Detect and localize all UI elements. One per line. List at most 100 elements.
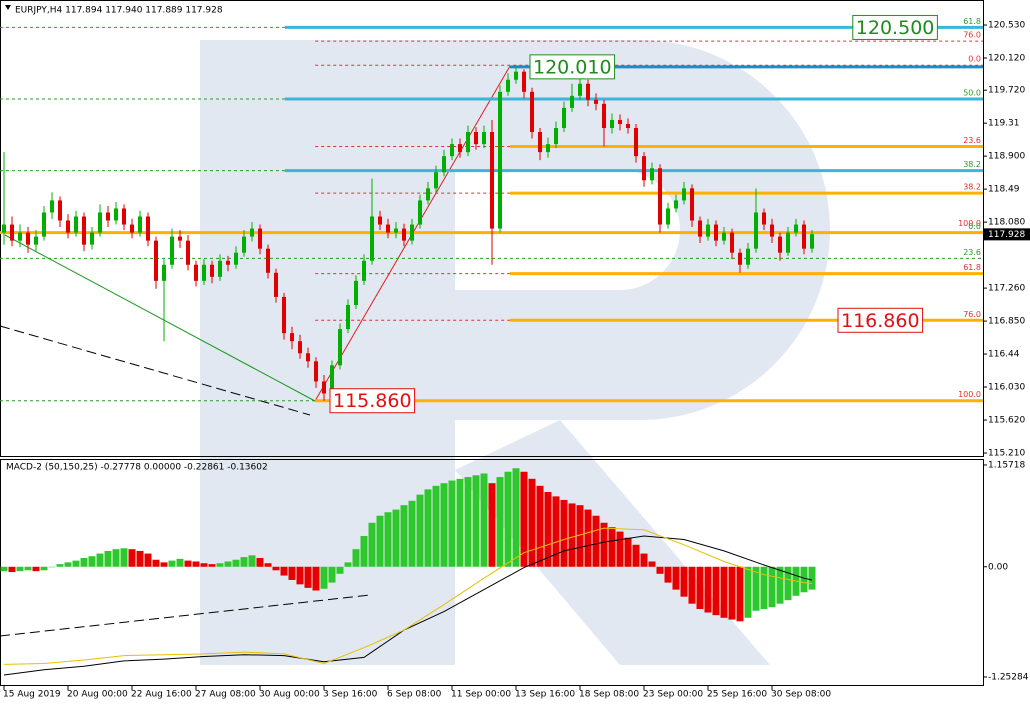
fib-level-label: 76.0	[963, 310, 981, 319]
price-box-label: 115.860	[333, 390, 412, 412]
price-box-label: 120.010	[533, 56, 612, 78]
histogram-bar	[528, 478, 536, 567]
histogram-bar	[688, 566, 696, 604]
histogram-bar	[536, 485, 544, 567]
candle-body	[426, 188, 430, 201]
indicator-header: MACD-2 (50,150,25) -0.27778 0.00000 -0.2…	[6, 463, 268, 473]
panel-frames	[0, 0, 984, 686]
y-tick-label: 116.030	[988, 383, 1025, 393]
histogram-bar	[224, 561, 232, 567]
candle-body	[634, 127, 638, 157]
y-tick-label: 117.260	[988, 284, 1025, 294]
candle-body	[210, 264, 214, 277]
candle-body	[74, 216, 78, 233]
histogram-bar	[376, 515, 384, 567]
histogram-bar	[264, 563, 272, 567]
histogram-bar	[352, 549, 360, 567]
histogram-bar	[64, 562, 72, 567]
candle-body	[658, 168, 662, 225]
y-tick-label: 118.080	[988, 218, 1025, 228]
histogram-bar	[736, 566, 744, 622]
candle-body	[290, 333, 294, 342]
candle-body	[90, 232, 94, 245]
candle-body	[346, 304, 350, 330]
histogram-bar	[480, 473, 488, 567]
candle-body	[282, 296, 286, 334]
candle-body	[130, 224, 134, 233]
last-price-box	[984, 228, 1030, 241]
candle-body	[138, 216, 142, 233]
histogram-bar	[800, 566, 808, 593]
histogram-bar	[280, 566, 288, 576]
x-tick-label: 18 Sep 08:00	[579, 690, 639, 700]
candle-body	[474, 132, 478, 145]
histogram-bar	[48, 566, 56, 568]
histogram-bar	[392, 509, 400, 567]
candle-body	[242, 236, 246, 253]
candle-body	[378, 216, 382, 225]
fib-level-label: 0.0	[968, 55, 981, 64]
candle-body	[418, 200, 422, 225]
histogram-bar	[168, 560, 176, 567]
histogram-bar	[200, 563, 208, 567]
histogram-bar	[56, 564, 64, 567]
x-tick-label: 23 Sep 00:00	[643, 690, 703, 700]
histogram-bar	[504, 471, 512, 567]
histogram-bar	[712, 566, 720, 616]
fib-level-label: 76.0	[963, 31, 981, 40]
candle-body	[442, 156, 446, 173]
candle-body	[274, 272, 278, 297]
candle-body	[642, 156, 646, 181]
fib-level-label: 61.8	[963, 263, 981, 272]
histogram-bar	[176, 558, 184, 567]
candle-body	[66, 220, 70, 233]
histogram-bar	[400, 505, 408, 567]
histogram-bar	[112, 549, 120, 567]
candle-body	[226, 260, 230, 265]
menu-arrow[interactable]	[5, 5, 11, 10]
candle-body	[682, 188, 686, 201]
histogram-bar	[304, 566, 312, 588]
histogram-bar	[776, 566, 784, 604]
candle-body	[50, 200, 54, 213]
candle-body	[674, 200, 678, 209]
histogram-bar	[472, 475, 480, 567]
y-tick-label: 120.530	[988, 21, 1025, 31]
candle-body	[106, 212, 110, 221]
histogram-bar	[744, 566, 752, 618]
candle-body	[730, 232, 734, 253]
histogram-bar	[24, 566, 32, 571]
histogram-bar	[184, 560, 192, 567]
y-tick-label: 120.120	[988, 54, 1025, 64]
candle-body	[466, 132, 470, 153]
candle-body	[506, 79, 510, 92]
x-tick-label: 20 Aug 00:00	[67, 690, 128, 700]
candle-body	[610, 119, 614, 128]
candle-body	[450, 144, 454, 157]
candle-body	[98, 212, 102, 233]
histogram-bar	[32, 566, 40, 572]
candle-body	[306, 353, 310, 362]
x-tick-label: 25 Sep 16:00	[707, 690, 767, 700]
fib-level-label: 61.8	[963, 17, 981, 26]
histogram-bar	[424, 489, 432, 567]
candle-body	[570, 95, 574, 108]
candle-body	[810, 234, 814, 249]
histogram-bar	[520, 471, 528, 567]
candle-body	[154, 240, 158, 281]
histogram-bar	[288, 566, 296, 580]
candle-body	[770, 224, 774, 237]
candle-body	[786, 232, 790, 253]
y-tick-label: 115.620	[988, 416, 1025, 426]
histogram-bar	[576, 505, 584, 567]
histogram-bar	[464, 477, 472, 567]
histogram-bar	[808, 566, 816, 590]
candle-body	[698, 220, 702, 237]
fib-level-label: 23.6	[963, 136, 981, 145]
histogram-bar	[640, 553, 648, 567]
histogram-bar	[488, 483, 496, 567]
candle-body	[354, 280, 358, 305]
candle-body	[650, 168, 654, 181]
candle-body	[314, 361, 318, 382]
indicator-line	[3, 535, 813, 676]
